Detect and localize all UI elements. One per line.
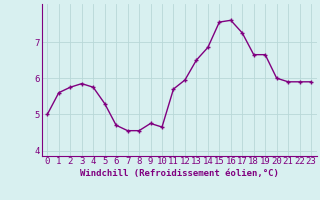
X-axis label: Windchill (Refroidissement éolien,°C): Windchill (Refroidissement éolien,°C) [80,169,279,178]
